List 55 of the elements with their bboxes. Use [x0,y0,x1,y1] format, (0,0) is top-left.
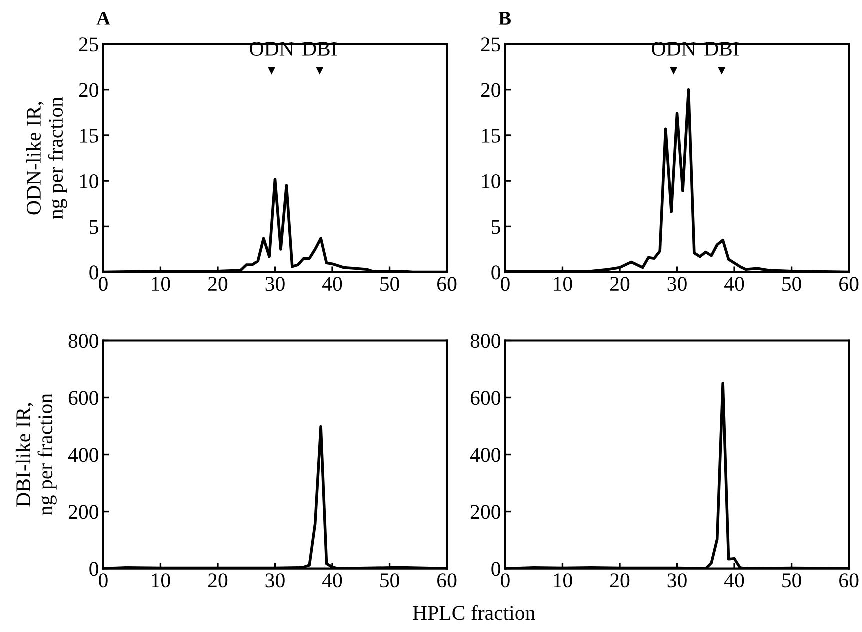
x-tick-label: 10 [152,277,170,292]
x-tick-label: 40 [322,574,342,588]
y-tick-label: 400 [68,448,98,462]
x-tick-label: 0 [99,277,108,292]
y-tick-label: 800 [470,334,500,348]
y-tick-label: 15 [482,128,500,143]
x-tick-label: 0 [501,277,510,292]
x-tick-label: 0 [99,574,108,588]
y-tick-label: 200 [470,505,500,520]
y-tick-label: 5 [492,220,500,234]
y-tick-label: 10 [80,174,98,189]
y-tick-label: 0 [90,266,98,280]
x-tick-label: 10 [554,574,572,588]
y-tick-label: 20 [79,83,98,98]
x-tick-label: 50 [380,574,400,588]
x-tick-label: 10 [554,277,572,292]
y-tick-label: 15 [80,128,98,143]
x-tick-label: 50 [380,277,400,292]
y-axis-title: ODN-like IR, ng per fraction [26,97,68,220]
y-tick-label: 25 [481,38,500,52]
x-tick-label: 30 [668,574,687,588]
x-tick-label: 60 [438,277,457,292]
x-tick-label: 20 [610,574,630,588]
y-axis-title: DBI-like IR, ng per fraction [16,394,57,516]
x-tick-label: 30 [266,574,285,588]
y-tick-label: 0 [492,266,500,280]
x-tick-label: 60 [438,574,457,588]
chart-title: A [96,12,110,25]
x-tick-label: 20 [208,574,228,588]
x-tick-label: 0 [501,574,510,588]
y-tick-label: 20 [481,83,500,98]
x-tick-label: 20 [610,277,630,292]
x-tick-label: 40 [724,574,744,588]
x-tick-label: 40 [322,277,342,292]
y-tick-label: 0 [492,562,500,576]
y-tick-label: 25 [79,38,98,52]
x-tick-label: 30 [266,277,285,292]
y-tick-label: 600 [470,391,500,406]
x-tick-label: 30 [668,277,687,292]
x-tick-label: 50 [782,574,802,588]
x-tick-label: 60 [840,574,859,588]
x-tick-label: 60 [840,277,859,292]
y-tick-label: 5 [90,220,98,234]
y-tick-label: 400 [470,448,500,462]
y-tick-label: 600 [68,391,98,406]
y-tick-label: 800 [68,334,98,348]
y-tick-label: 200 [68,505,98,520]
x-axis-title: HPLC fraction [413,605,536,620]
x-tick-label: 20 [208,277,228,292]
y-tick-label: 0 [90,562,98,576]
x-tick-label: 40 [724,277,744,292]
x-tick-label: 50 [782,277,802,292]
chart-title: B [498,12,512,25]
y-tick-label: 10 [482,174,500,189]
x-tick-label: 10 [152,574,170,588]
